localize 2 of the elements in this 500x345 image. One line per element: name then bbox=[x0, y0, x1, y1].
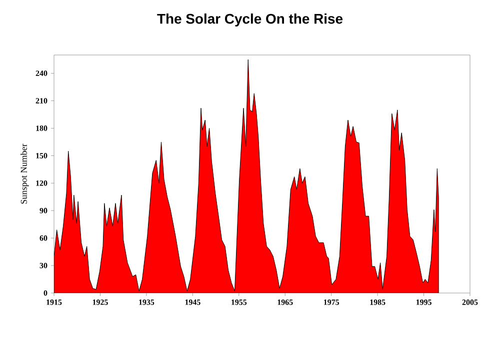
chart-title: The Solar Cycle On the Rise bbox=[157, 13, 343, 26]
y-axis-title: Sunspot Number bbox=[20, 144, 29, 204]
